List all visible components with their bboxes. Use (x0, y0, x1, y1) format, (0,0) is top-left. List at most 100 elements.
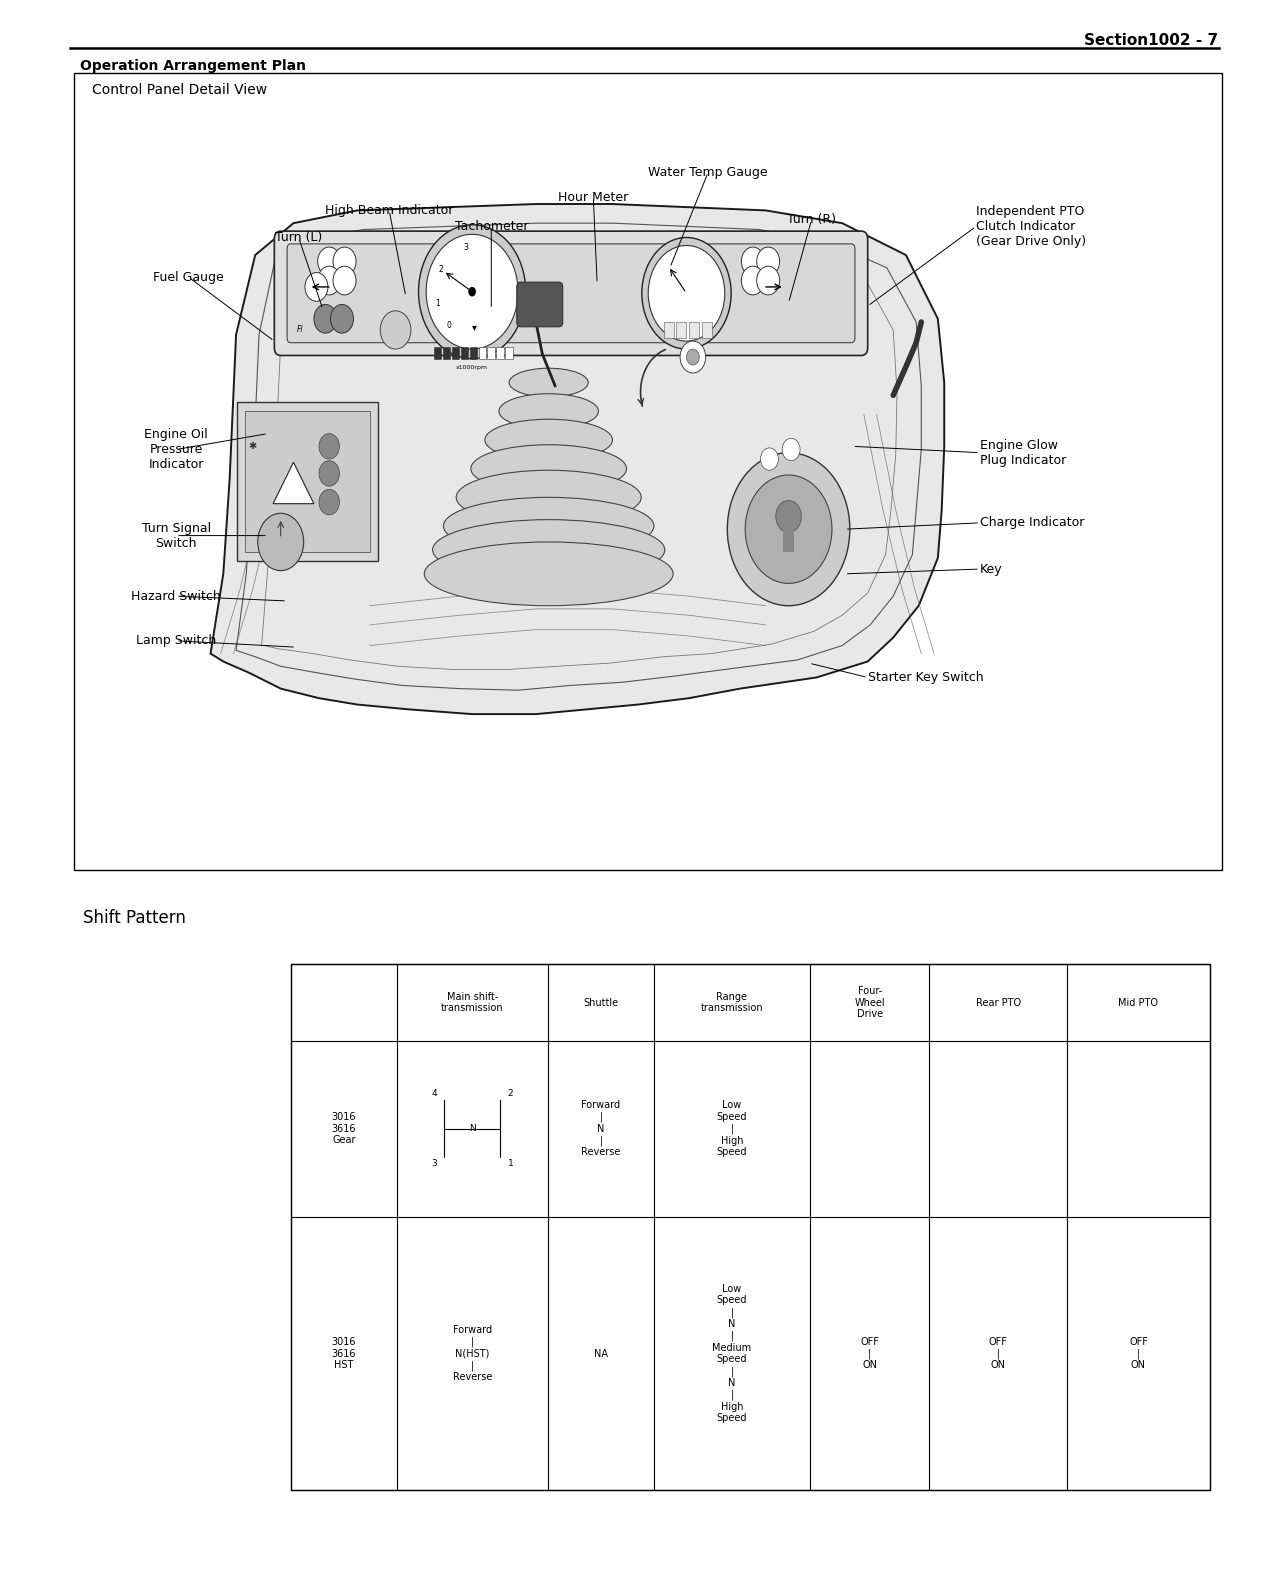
Text: Turn (R): Turn (R) (787, 214, 836, 226)
Text: Engine Glow
Plug Indicator: Engine Glow Plug Indicator (980, 438, 1067, 467)
Text: Lamp Switch: Lamp Switch (137, 634, 216, 647)
Circle shape (642, 238, 731, 349)
Bar (487, 347, 495, 359)
Bar (443, 347, 450, 359)
Text: High Beam Indicator: High Beam Indicator (325, 204, 453, 217)
Ellipse shape (444, 497, 653, 555)
Text: Fuel Gauge: Fuel Gauge (153, 271, 225, 284)
Text: Engine Oil
Pressure
Indicator: Engine Oil Pressure Indicator (144, 429, 208, 470)
Circle shape (319, 489, 339, 515)
Text: 3: 3 (431, 1159, 436, 1168)
Text: Key: Key (980, 563, 1003, 575)
Text: x1000rpm: x1000rpm (456, 365, 489, 370)
Ellipse shape (499, 394, 598, 429)
Bar (689, 322, 699, 338)
Text: ▾: ▾ (472, 322, 477, 332)
Text: Shuttle: Shuttle (583, 998, 619, 1007)
Circle shape (330, 304, 353, 333)
Text: 3: 3 (463, 244, 468, 252)
Bar (470, 347, 477, 359)
Text: Low
Speed
|
N
|
Medium
Speed
|
N
|
High
Speed: Low Speed | N | Medium Speed | N | High … (712, 1283, 752, 1423)
Bar (452, 347, 459, 359)
FancyBboxPatch shape (287, 244, 855, 343)
Text: Turn Signal
Switch: Turn Signal Switch (142, 521, 211, 550)
Text: OFF
|
ON: OFF | ON (860, 1337, 879, 1371)
Circle shape (333, 266, 356, 295)
Bar (291, 964, 1210, 1490)
Circle shape (741, 266, 764, 295)
Text: Charge Indicator: Charge Indicator (980, 516, 1085, 529)
Text: Water Temp Gauge: Water Temp Gauge (648, 166, 768, 179)
Bar (434, 347, 441, 359)
Bar (783, 516, 794, 552)
Circle shape (760, 448, 778, 470)
Circle shape (468, 287, 476, 296)
Circle shape (782, 438, 800, 461)
Polygon shape (273, 462, 314, 504)
Ellipse shape (433, 520, 665, 580)
Circle shape (648, 245, 725, 341)
Bar (664, 322, 674, 338)
Text: 1: 1 (508, 1159, 513, 1168)
Ellipse shape (456, 470, 641, 524)
Text: 3016
3616
HST: 3016 3616 HST (332, 1337, 356, 1371)
Text: Fl: Fl (296, 325, 304, 335)
Text: Low
Speed
|
High
Speed: Low Speed | High Speed (717, 1100, 748, 1157)
Text: Four-
Wheel
Drive: Four- Wheel Drive (855, 987, 886, 1019)
Circle shape (258, 513, 304, 571)
Ellipse shape (509, 368, 588, 397)
Text: Hazard Switch: Hazard Switch (131, 590, 221, 603)
Circle shape (419, 225, 526, 359)
Text: Forward
|
N
|
Reverse: Forward | N | Reverse (582, 1100, 620, 1157)
Ellipse shape (471, 445, 627, 493)
FancyBboxPatch shape (245, 411, 370, 552)
Circle shape (426, 234, 518, 349)
Bar (702, 322, 712, 338)
Text: Range
transmission: Range transmission (701, 991, 763, 1014)
Text: Section1002 - 7: Section1002 - 7 (1085, 33, 1219, 48)
Ellipse shape (485, 419, 612, 461)
Text: Turn (L): Turn (L) (274, 231, 323, 244)
Circle shape (333, 247, 356, 276)
Text: Rear PTO: Rear PTO (976, 998, 1021, 1007)
Circle shape (745, 475, 832, 583)
Text: OFF
|
ON: OFF | ON (1129, 1337, 1148, 1371)
Text: OFF
|
ON: OFF | ON (989, 1337, 1008, 1371)
Circle shape (319, 461, 339, 486)
Bar (74, 73, 1222, 870)
Circle shape (318, 266, 341, 295)
Bar (478, 347, 486, 359)
Text: Tachometer: Tachometer (454, 220, 528, 233)
Circle shape (686, 349, 699, 365)
Bar (496, 347, 504, 359)
Text: 2: 2 (439, 265, 444, 274)
FancyBboxPatch shape (274, 231, 868, 355)
Text: Shift Pattern: Shift Pattern (83, 909, 186, 926)
Text: Independent PTO
Clutch Indicator
(Gear Drive Only): Independent PTO Clutch Indicator (Gear D… (976, 206, 1086, 247)
Text: 4: 4 (431, 1089, 436, 1098)
Polygon shape (211, 204, 944, 714)
Ellipse shape (424, 542, 674, 606)
Circle shape (305, 273, 328, 301)
FancyBboxPatch shape (237, 402, 378, 561)
Text: Operation Arrangement Plan: Operation Arrangement Plan (80, 59, 306, 73)
Circle shape (776, 501, 801, 532)
Text: Forward
|
N(HST)
|
Reverse: Forward | N(HST) | Reverse (453, 1325, 493, 1382)
Text: ✱: ✱ (249, 442, 256, 451)
FancyBboxPatch shape (517, 282, 563, 327)
Circle shape (314, 304, 337, 333)
Circle shape (757, 266, 780, 295)
Text: 3016
3616
Gear: 3016 3616 Gear (332, 1113, 356, 1146)
Circle shape (680, 341, 706, 373)
Circle shape (318, 247, 341, 276)
Bar (461, 347, 468, 359)
Text: Hour Meter: Hour Meter (558, 191, 629, 204)
Circle shape (741, 247, 764, 276)
Circle shape (319, 434, 339, 459)
Bar (676, 322, 686, 338)
Text: Starter Key Switch: Starter Key Switch (868, 671, 984, 684)
Text: N: N (470, 1124, 476, 1133)
Circle shape (380, 311, 411, 349)
Circle shape (727, 453, 850, 606)
Text: Main shift-
transmission: Main shift- transmission (441, 991, 504, 1014)
